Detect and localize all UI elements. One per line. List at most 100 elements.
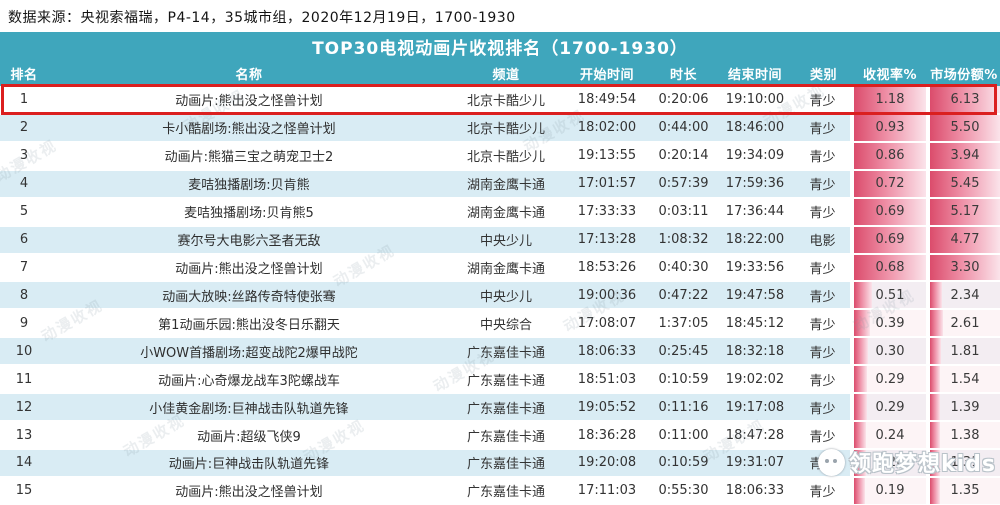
share-cell: 5.17	[926, 197, 1000, 227]
value-bar	[856, 86, 926, 112]
value-bar	[932, 477, 940, 503]
share-cell-value: 6.13	[950, 91, 980, 107]
end-time-cell: 19:31:07	[715, 448, 795, 478]
value-bar	[856, 338, 868, 364]
start-time-cell: 17:01:57	[562, 169, 652, 199]
end-time-cell: 17:36:44	[715, 197, 795, 227]
ranking-table: 排名 名称 频道 开始时间 时长 结束时间 类别 收视率% 市场份额% 1 动画片…	[0, 60, 1000, 505]
value-bar	[856, 310, 870, 336]
rank-cell: 11	[0, 365, 48, 395]
duration-cell: 1:08:32	[652, 225, 715, 255]
table-row: 3 动画片:熊猫三宝之萌宠卫士2 北京卡酷少儿 19:13:55 0:20:14 19:3…	[0, 141, 1000, 171]
rank-cell: 12	[0, 393, 48, 423]
value-bar	[932, 170, 1000, 196]
end-time-cell: 19:33:56	[715, 253, 795, 283]
start-time-cell: 19:20:08	[562, 448, 652, 478]
rating-cell: 0.19	[850, 476, 928, 505]
duration-cell: 0:25:45	[652, 337, 715, 367]
share-cell-value: 1.54	[950, 371, 980, 387]
table-row: 1 动画片:熊出没之怪兽计划 北京卡酷少儿 18:49:54 0:20:06 19:10:…	[0, 86, 1000, 115]
rating-cell-value: 0.24	[875, 427, 905, 443]
share-cell: 1.35	[926, 476, 1000, 505]
duration-cell: 0:55:30	[652, 476, 715, 505]
duration-cell: 0:11:16	[652, 393, 715, 423]
table-row: 7 动画片:熊出没之怪兽计划 湖南金鹰卡通 18:53:26 0:40:30 19:33:…	[0, 253, 1000, 283]
name-cell: 动画片:熊猫三宝之萌宠卫士2	[48, 141, 450, 171]
share-cell: 1.81	[926, 337, 1000, 367]
end-time-cell: 18:32:18	[715, 337, 795, 367]
duration-cell: 1:37:05	[652, 309, 715, 339]
share-cell-value: 5.17	[950, 204, 980, 220]
col-header-channel: 频道	[450, 60, 562, 86]
value-bar	[856, 282, 872, 308]
value-bar	[856, 449, 866, 475]
col-header-start-time: 开始时间	[562, 60, 652, 86]
duration-cell: 0:11:00	[652, 421, 715, 450]
channel-cell: 中央综合	[450, 309, 562, 339]
rating-cell-value: 0.39	[875, 315, 905, 331]
category-cell: 青少	[795, 421, 852, 450]
share-cell-value: 5.45	[950, 176, 980, 192]
value-bar	[932, 114, 1000, 140]
value-bar	[932, 310, 943, 336]
value-bar	[856, 394, 867, 420]
name-cell: 赛尔号大电影六圣者无敌	[48, 225, 450, 255]
name-cell: 动画片:巨神战击队轨道先锋	[48, 448, 450, 478]
channel-cell: 湖南金鹰卡通	[450, 253, 562, 283]
name-cell: 动画大放映:丝路传奇特使张骞	[48, 281, 450, 311]
rank-cell: 15	[0, 476, 48, 505]
name-cell: 动画片:心奇爆龙战车3陀螺战车	[48, 365, 450, 395]
rating-cell-value: 0.51	[875, 287, 905, 303]
value-bar	[856, 114, 926, 140]
col-header-end-time: 结束时间	[715, 60, 795, 86]
share-cell-value: 4.77	[950, 232, 980, 248]
value-bar	[856, 142, 926, 168]
name-cell: 动画片:超级飞侠9	[48, 421, 450, 450]
share-cell: 6.13	[926, 86, 1000, 115]
start-time-cell: 17:11:03	[562, 476, 652, 505]
col-header-name: 名称	[48, 60, 450, 86]
end-time-cell: 18:47:28	[715, 421, 795, 450]
value-bar	[856, 198, 926, 224]
rank-cell: 3	[0, 141, 48, 171]
rating-cell-value: 0.30	[875, 343, 905, 359]
category-cell: 青少	[795, 393, 852, 423]
end-time-cell: 18:06:33	[715, 476, 795, 505]
rating-cell: 0.39	[850, 309, 928, 339]
start-time-cell: 17:33:33	[562, 197, 652, 227]
rank-cell: 10	[0, 337, 48, 367]
share-cell: 1.39	[926, 393, 1000, 423]
share-cell-value: 2.61	[950, 315, 980, 331]
share-cell: 5.45	[926, 169, 1000, 199]
duration-cell: 0:20:06	[652, 86, 715, 115]
rating-cell: 0.86	[850, 141, 928, 171]
table-row: 13 动画片:超级飞侠9 广东嘉佳卡通 18:36:28 0:11:00 18:47:28…	[0, 421, 1000, 450]
start-time-cell: 18:51:03	[562, 365, 652, 395]
rating-cell: 0.29	[850, 365, 928, 395]
category-cell: 青少	[795, 86, 852, 115]
category-cell: 青少	[795, 365, 852, 395]
share-cell: 2.34	[926, 281, 1000, 311]
share-cell: 1.38	[926, 421, 1000, 450]
data-source-line: 数据来源：央视索福瑞，P4-14，35城市组，2020年12月19日，1700-…	[8, 10, 516, 26]
rank-cell: 7	[0, 253, 48, 283]
col-header-rating: 收视率%	[852, 60, 928, 86]
rating-cell-value: 0.29	[875, 371, 905, 387]
duration-cell: 0:47:22	[652, 281, 715, 311]
share-cell: 1.54	[926, 365, 1000, 395]
rank-cell: 13	[0, 421, 48, 450]
rating-cell-value: 0.29	[875, 399, 905, 415]
start-time-cell: 17:13:28	[562, 225, 652, 255]
table-row: 14 动画片:巨神战击队轨道先锋 广东嘉佳卡通 19:20:08 0:10:59 19:3…	[0, 448, 1000, 478]
name-cell: 麦咭独播剧场:贝肯熊	[48, 169, 450, 199]
rank-cell: 6	[0, 225, 48, 255]
value-bar	[932, 338, 941, 364]
share-cell-value: 1.35	[950, 483, 980, 499]
duration-cell: 0:40:30	[652, 253, 715, 283]
col-header-category: 类别	[795, 60, 852, 86]
category-cell: 青少	[795, 253, 852, 283]
rating-cell: 0.68	[850, 253, 928, 283]
end-time-cell: 19:10:00	[715, 86, 795, 115]
channel-cell: 广东嘉佳卡通	[450, 393, 562, 423]
